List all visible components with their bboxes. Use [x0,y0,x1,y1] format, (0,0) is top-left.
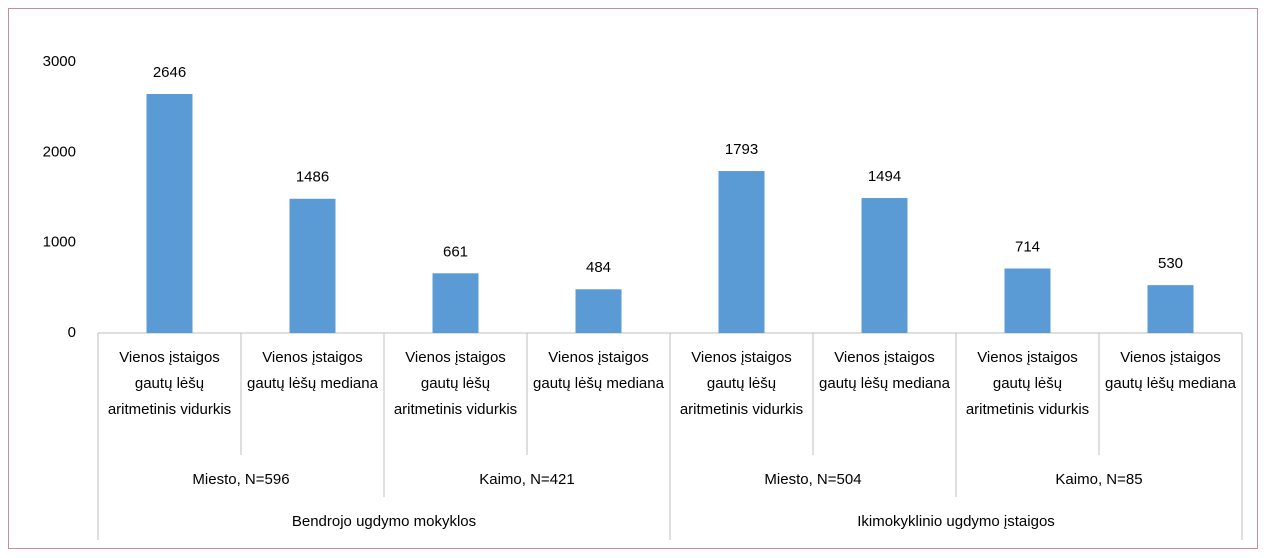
data-label: 661 [443,243,468,260]
subgroup-label: Miesto, N=504 [764,471,862,488]
data-label: 1494 [868,168,901,185]
x-tick-label: Vienos įstaigos gautų lėšų aritmetinis v… [393,349,518,418]
subgroup-label: Kaimo, N=85 [1055,471,1143,488]
x-tick-label: Vienos įstaigos gautų lėšų mediana [247,349,378,392]
chart-border [8,8,1258,549]
data-label: 530 [1158,255,1183,272]
x-tick-label: Vienos įstaigos gautų lėšų aritmetinis v… [965,349,1090,418]
y-tick-label: 1000 [43,234,76,251]
data-label: 1793 [725,141,758,158]
x-tick-label: Vienos įstaigos gautų lėšų mediana [819,349,950,392]
x-tick-label: Vienos įstaigos gautų lėšų mediana [1105,349,1236,392]
data-label: 1486 [296,169,329,186]
x-tick-label: Vienos įstaigos gautų lėšų aritmetinis v… [679,349,804,418]
subgroup-label: Miesto, N=596 [192,471,290,488]
bar [289,198,336,333]
bar [1004,268,1051,333]
y-tick-label: 2000 [43,143,76,160]
data-label: 2646 [153,64,186,81]
bar [861,198,908,333]
x-tick-label: Vienos įstaigos gautų lėšų aritmetinis v… [107,349,232,418]
y-tick-label: 3000 [43,53,76,70]
y-tick-label: 0 [68,324,76,341]
group-label: Ikimokyklinio ugdymo įstaigos [857,513,1055,530]
bar [432,273,479,333]
bar [575,289,622,333]
subgroup-label: Kaimo, N=421 [479,471,575,488]
bar [146,93,193,333]
data-label: 484 [586,259,611,276]
group-label: Bendrojo ugdymo mokyklos [291,513,477,530]
data-label: 714 [1015,238,1040,255]
x-tick-label: Vienos įstaigos gautų lėšų mediana [533,349,664,392]
bar [1147,285,1194,333]
bar [718,171,765,333]
